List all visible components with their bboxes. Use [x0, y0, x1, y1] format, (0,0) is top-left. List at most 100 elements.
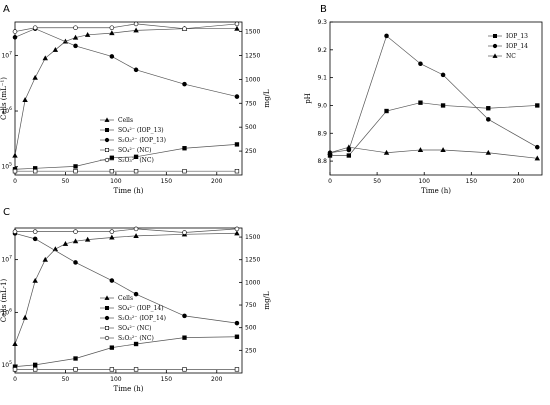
data-point: [327, 149, 333, 155]
data-point: [182, 26, 187, 31]
data-point: [133, 367, 139, 372]
data-point: [133, 27, 139, 33]
data-point: [133, 154, 139, 160]
data-point: [32, 25, 38, 31]
y-tick-label: 8.9: [317, 130, 327, 137]
y-left-tick-label: 105: [1, 360, 12, 369]
y-left-axis-label: Cells (mL⁻¹): [0, 77, 8, 120]
x-tick-label: 200: [513, 178, 525, 185]
x-tick-label: 50: [62, 178, 70, 185]
data-point: [32, 74, 38, 80]
x-tick-label: 100: [418, 178, 430, 185]
data-point: [84, 31, 91, 37]
legend-label: Cells: [118, 117, 133, 124]
data-point: [32, 236, 38, 242]
data-point: [109, 155, 115, 160]
data-point: [73, 164, 78, 169]
data-point: [133, 67, 139, 73]
data-point: [234, 21, 240, 27]
series-line-0: [14, 232, 237, 345]
data-point: [22, 97, 28, 102]
data-point: [33, 362, 38, 368]
y-right-tick-label: 1000: [245, 76, 260, 83]
y-right-tick-label: 250: [245, 347, 257, 354]
data-point: [182, 169, 187, 174]
x-tick-label: 200: [211, 178, 223, 185]
x-tick-label: 0: [328, 178, 332, 185]
y-left-tick-label: 105: [1, 162, 12, 171]
data-point: [486, 106, 491, 111]
chart-panel-a: 0 50 100 150 200 Time (h) 105 106 107 250 500 750 10…: [0, 21, 271, 195]
data-point: [73, 356, 78, 361]
y-tick-label: 9.1: [317, 75, 327, 82]
data-point: [440, 72, 446, 78]
data-point: [109, 229, 115, 234]
panel-label-b: B: [320, 4, 327, 15]
data-point: [32, 277, 38, 283]
legend-marker: [104, 335, 110, 341]
data-point: [73, 25, 78, 31]
data-point: [182, 146, 187, 151]
data-point: [182, 313, 187, 319]
series-line-0: [330, 102, 538, 156]
legend-marker: [105, 325, 110, 330]
data-point: [42, 55, 48, 61]
data-point: [234, 226, 240, 232]
y-axis-label: pH: [304, 93, 312, 104]
legend-label: NC: [506, 53, 516, 60]
data-point: [535, 144, 540, 150]
data-point: [12, 152, 18, 158]
data-point: [52, 47, 59, 52]
y-left-tick-label: 106: [1, 106, 12, 115]
y-left-tick-label: 107: [1, 255, 12, 264]
x-tick-label: 100: [110, 178, 122, 185]
legend-marker: [492, 33, 497, 38]
x-tick-label: 0: [13, 376, 17, 383]
data-point: [234, 334, 240, 339]
data-point: [109, 169, 115, 174]
legend-label: S₂O₃²⁻ (IOP_13): [118, 137, 166, 144]
y-left-axis-label: Cells (mL-1): [0, 279, 8, 323]
data-point: [73, 229, 78, 234]
y-right-tick-label: 250: [245, 148, 257, 155]
x-axis-label: Time (h): [421, 187, 451, 195]
data-point: [109, 25, 115, 31]
data-point: [535, 103, 540, 108]
data-point: [182, 335, 187, 340]
data-point: [234, 142, 240, 147]
legend-marker: [104, 315, 110, 321]
x-tick-label: 150: [161, 178, 173, 185]
panel-label-c: C: [3, 207, 10, 218]
data-point: [12, 229, 18, 234]
x-tick-label: 50: [373, 178, 381, 185]
data-point: [109, 54, 115, 59]
legend-marker: [105, 128, 110, 133]
data-point: [109, 345, 115, 350]
data-point: [133, 169, 139, 174]
data-point: [485, 149, 492, 155]
legend-label: SO₄²⁻ (IOP_13): [118, 127, 164, 134]
data-point: [417, 147, 424, 153]
y-right-tick-label: 750: [245, 302, 257, 309]
data-point: [73, 367, 78, 372]
legend-label: S₂O₃²⁻ (NC): [118, 157, 154, 164]
legend-marker: [104, 295, 110, 300]
data-point: [234, 25, 240, 31]
legend-label: IOP_14: [506, 43, 528, 50]
data-point: [73, 260, 78, 265]
data-point: [109, 234, 115, 240]
data-point: [486, 117, 491, 122]
data-point: [22, 314, 28, 320]
y-right-tick-label: 500: [245, 124, 257, 131]
data-point: [33, 367, 38, 372]
data-point: [534, 155, 540, 161]
data-point: [346, 153, 352, 158]
data-point: [418, 100, 423, 105]
data-point: [346, 144, 352, 150]
data-point: [12, 35, 18, 40]
x-tick-label: 150: [161, 376, 173, 383]
data-point: [73, 169, 78, 174]
data-point: [440, 147, 446, 153]
plot-frame: [14, 227, 243, 374]
